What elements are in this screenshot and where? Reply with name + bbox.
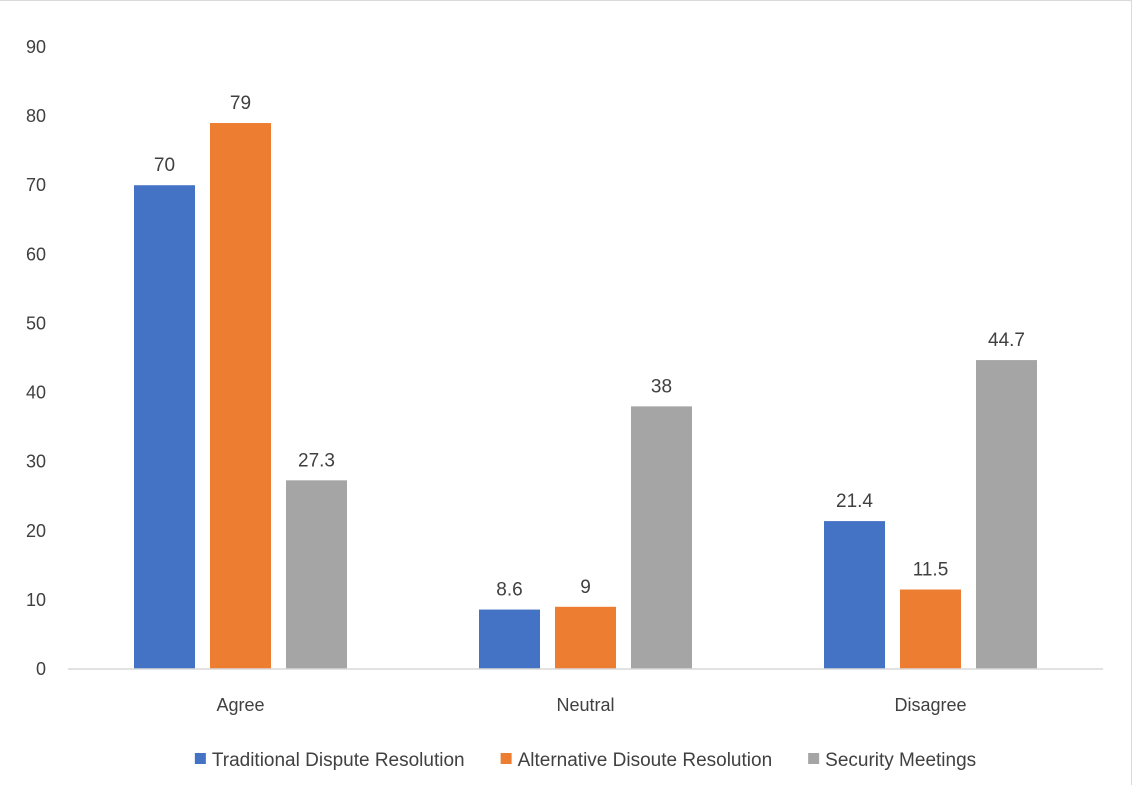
legend: Traditional Dispute Resolution Alternativ… — [194, 750, 976, 771]
legend-label: Traditional Dispute Resolution — [212, 750, 465, 771]
y-tick-label: 70 — [26, 175, 46, 195]
data-label: 9 — [580, 577, 591, 598]
legend-label: Security Meetings — [825, 750, 976, 771]
category-label: Agree — [216, 695, 264, 715]
category-label: Disagree — [894, 695, 966, 715]
y-tick-label: 20 — [26, 521, 46, 541]
data-label: 21.4 — [836, 491, 873, 512]
y-tick-label: 60 — [26, 244, 46, 264]
y-tick-label: 30 — [26, 452, 46, 472]
bar — [555, 606, 616, 669]
bar — [479, 609, 540, 669]
bar — [631, 406, 692, 669]
y-tick-label: 80 — [26, 106, 46, 126]
y-tick-label: 40 — [26, 383, 46, 403]
bar — [134, 185, 195, 669]
legend-label: Alternative Disoute Resolution — [518, 750, 773, 771]
y-tick-label: 50 — [26, 313, 46, 333]
data-label: 8.6 — [496, 580, 522, 601]
data-label: 38 — [651, 376, 672, 397]
category-labels: Agree Neutral Disagree — [216, 695, 966, 715]
data-labels: 70 79 27.3 8.6 9 38 21.4 11.5 44.7 — [154, 93, 1025, 601]
y-tick-label: 90 — [26, 37, 46, 57]
bars — [134, 123, 1037, 670]
data-label: 44.7 — [988, 330, 1025, 351]
legend-swatch — [808, 753, 820, 764]
bar — [900, 589, 961, 669]
y-tick-label: 10 — [26, 590, 46, 610]
y-axis-ticks: 0 10 20 30 40 50 60 70 80 90 — [26, 37, 46, 679]
data-label: 70 — [154, 155, 175, 176]
data-label: 11.5 — [913, 560, 949, 581]
bar — [210, 123, 271, 670]
bar — [976, 360, 1037, 669]
data-label: 27.3 — [298, 450, 335, 471]
data-label: 79 — [230, 93, 251, 114]
bar — [824, 521, 885, 669]
bar — [286, 480, 347, 669]
legend-swatch — [500, 753, 512, 764]
category-label: Neutral — [556, 695, 614, 715]
legend-swatch — [194, 753, 206, 764]
y-tick-label: 0 — [36, 659, 46, 679]
